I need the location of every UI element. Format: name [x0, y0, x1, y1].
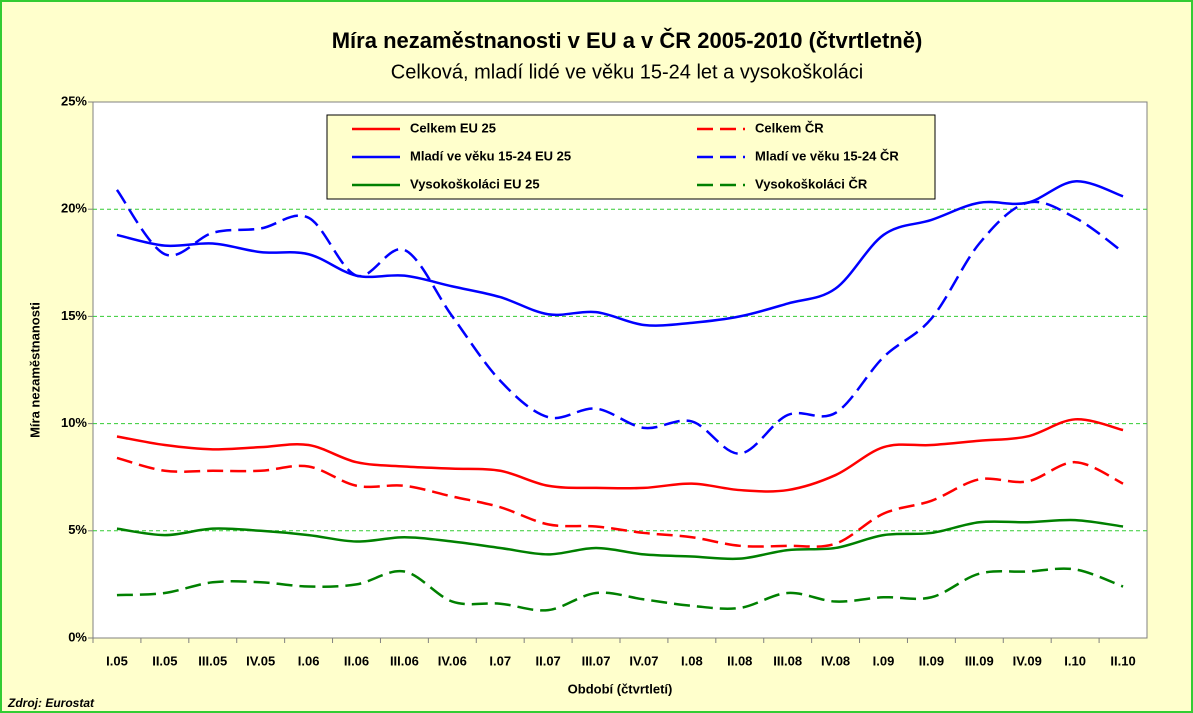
x-tick-label: II.08 [727, 653, 752, 668]
x-tick-label: IV.08 [821, 653, 850, 668]
x-axis-label: Období (čtvrtletí) [568, 681, 673, 696]
y-tick-label: 10% [61, 415, 87, 430]
y-tick-label: 5% [68, 522, 87, 537]
x-tick-label: I.10 [1064, 653, 1086, 668]
y-axis-label: Míra nezaměstnanosti [27, 302, 42, 438]
legend-label: Celkem EU 25 [410, 120, 496, 135]
x-tick-label: I.09 [873, 653, 895, 668]
x-tick-label: I.05 [106, 653, 128, 668]
legend-label: Mladí ve věku 15-24 EU 25 [410, 148, 571, 163]
x-tick-label: I.07 [489, 653, 511, 668]
x-tick-label: II.10 [1110, 653, 1135, 668]
series-line [116, 418, 1124, 493]
legend: Celkem EU 25 Celkem ČR Mladí ve věku 15-24… [326, 114, 936, 200]
legend-label: Mladí ve věku 15-24 ČR [755, 148, 899, 163]
x-tick-label: III.09 [965, 653, 994, 668]
x-tick-label: IV.07 [629, 653, 658, 668]
x-tick-label: IV.09 [1013, 653, 1042, 668]
x-tick-label: IV.06 [438, 653, 467, 668]
x-tick-label: II.07 [535, 653, 560, 668]
x-tick-label: III.07 [582, 653, 611, 668]
x-tick-label: II.09 [919, 653, 944, 668]
y-tick-label: 25% [61, 93, 87, 108]
x-tick-label: III.05 [198, 653, 227, 668]
source-note: Zdroj: Eurostat [7, 696, 95, 710]
chart-title: Míra nezaměstnanosti v EU a v ČR 2005-20… [332, 28, 923, 53]
x-tick-label: IV.05 [246, 653, 275, 668]
y-tick-label: 20% [61, 201, 87, 216]
series-line [116, 180, 1124, 327]
series-line [115, 189, 1124, 455]
x-tick-label: III.06 [390, 653, 419, 668]
x-tick-label: I.08 [681, 653, 703, 668]
x-tick-label: I.06 [298, 653, 320, 668]
x-tick-label: II.05 [152, 653, 177, 668]
chart-subtitle: Celková, mladí lidé ve věku 15-24 let a … [391, 61, 863, 83]
x-tick-label: III.08 [773, 653, 802, 668]
x-tick-label: II.06 [344, 653, 369, 668]
series-line [116, 456, 1124, 548]
y-tick-label: 0% [68, 629, 87, 644]
legend-label: Vysokoškoláci EU 25 [410, 176, 540, 191]
legend-box [326, 114, 936, 200]
legend-label: Celkem ČR [755, 120, 824, 135]
series-line [116, 518, 1124, 561]
legend-label: Vysokoškoláci ČR [755, 176, 868, 191]
series-line [116, 567, 1124, 612]
y-tick-label: 15% [61, 308, 87, 323]
